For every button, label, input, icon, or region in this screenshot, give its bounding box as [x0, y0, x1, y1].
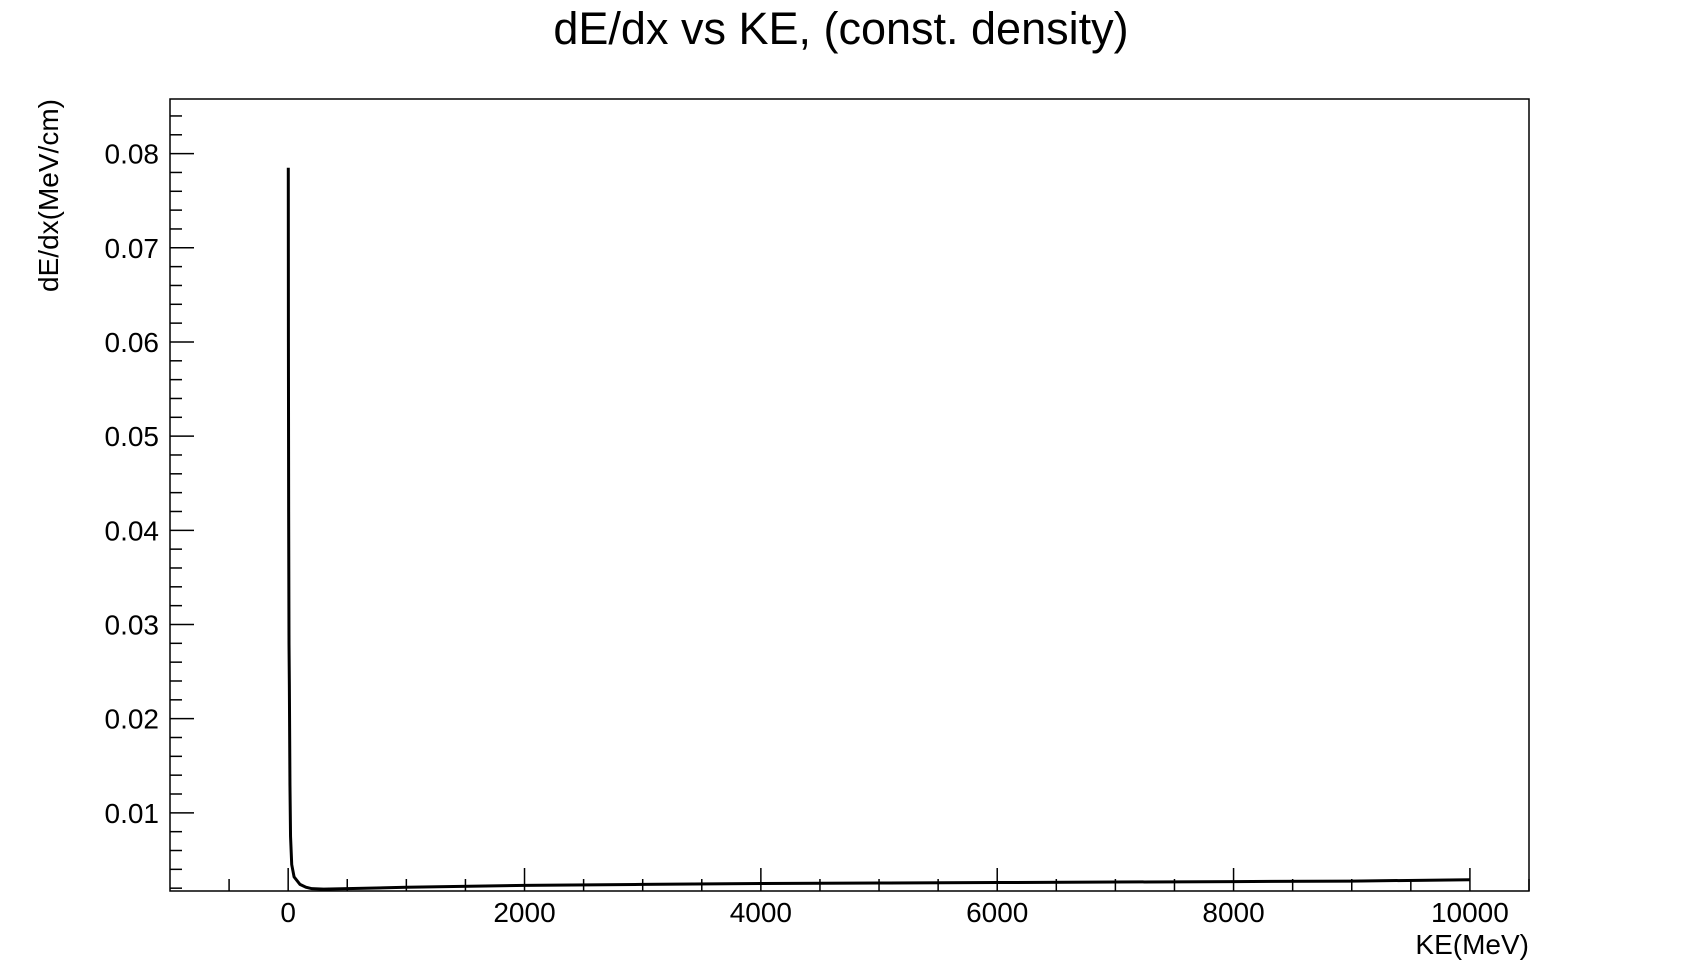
chart-title: dE/dx vs KE, (const. density) — [553, 3, 1128, 54]
y-tick-label: 0.05 — [105, 421, 160, 452]
y-axis-ticks — [170, 115, 194, 889]
plot-frame — [169, 98, 1530, 892]
x-tick-label: 0 — [280, 897, 296, 928]
x-tick-label: 6000 — [966, 897, 1028, 928]
x-tick-label: 8000 — [1202, 897, 1264, 928]
data-series-line — [286, 167, 1470, 891]
y-tick-label: 0.04 — [105, 515, 160, 546]
y-tick-label: 0.01 — [105, 798, 160, 829]
x-tick-label: 4000 — [730, 897, 792, 928]
y-tick-label: 0.06 — [105, 327, 160, 358]
y-tick-label: 0.03 — [105, 609, 160, 640]
y-tick-label: 0.07 — [105, 233, 160, 264]
x-axis-title: KE(MeV) — [1415, 929, 1529, 960]
y-axis-tick-labels: 0.01 0.02 0.03 0.04 0.05 0.06 0.07 0.08 — [105, 139, 160, 829]
y-tick-label: 0.08 — [105, 139, 160, 170]
x-tick-label: 2000 — [493, 897, 555, 928]
x-axis-tick-labels: 0 2000 4000 6000 8000 10000 — [280, 897, 1508, 928]
x-tick-label: 10000 — [1431, 897, 1509, 928]
y-axis-title: dE/dx(MeV/cm) — [33, 99, 64, 292]
y-tick-label: 0.02 — [105, 704, 160, 735]
